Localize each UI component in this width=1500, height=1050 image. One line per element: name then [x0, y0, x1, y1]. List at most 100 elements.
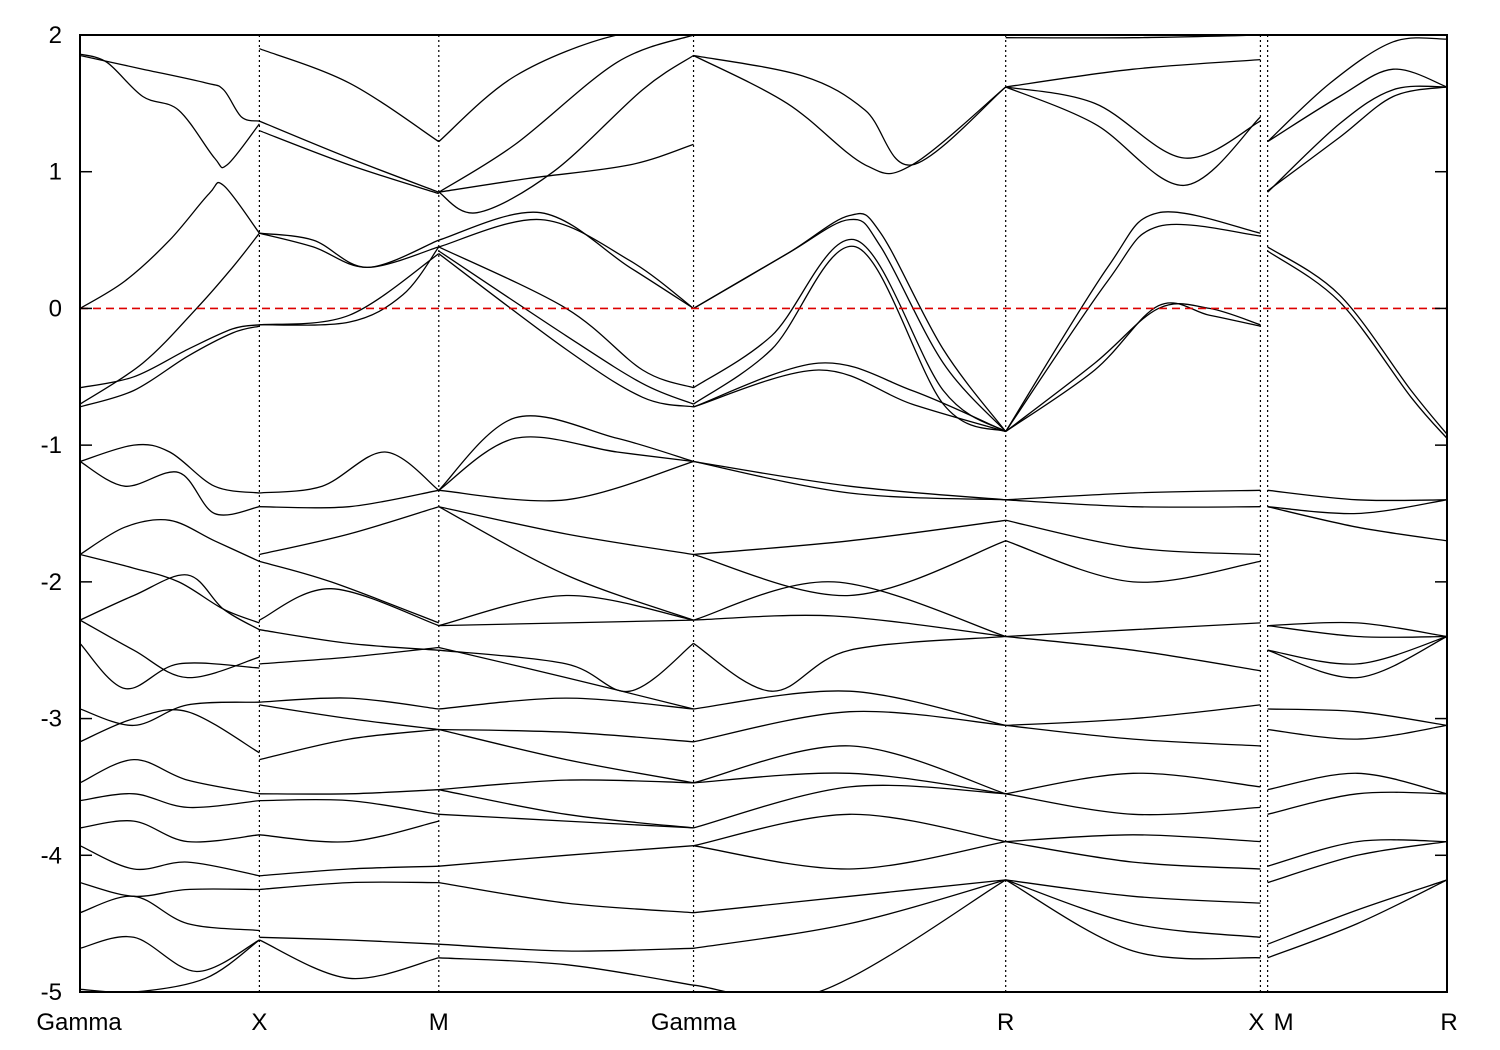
band-line-s1-b21 [259, 881, 439, 891]
y-tick-label: 2 [49, 22, 62, 49]
band-line-s4-b1 [1005, 86, 1261, 187]
band-line-s0-b6 [80, 443, 260, 494]
band-line-s1-b23 [259, 939, 439, 980]
band-line-s1-b12 [259, 629, 439, 651]
band-line-s1-b11 [259, 588, 440, 627]
band-line-s2-b13 [438, 506, 694, 621]
band-line-s1-b8 [259, 489, 439, 509]
band-line-s0-b7 [80, 460, 260, 516]
band-line-s4-b18 [1005, 834, 1261, 843]
band-line-s5-b7 [1267, 499, 1447, 515]
band-line-s2-b5 [438, 211, 694, 309]
band-line-s1-b1 [259, 120, 440, 193]
band-line-s3-b22 [693, 879, 1006, 914]
band-line-s2-b10 [438, 436, 694, 491]
band-line-s5-b14 [1267, 724, 1447, 740]
band-line-s1-b5 [259, 246, 440, 326]
y-tick-label: -4 [41, 842, 62, 869]
band-line-s1-b2 [259, 130, 439, 195]
band-line-s2-b26 [438, 943, 694, 952]
band-line-s0-b3 [80, 232, 260, 405]
band-line-s2-b6 [438, 246, 694, 389]
band-line-s5-b4 [1267, 246, 1447, 435]
band-line-s5-b18 [1267, 840, 1447, 884]
band-line-s0-b19 [80, 881, 260, 898]
band-line-s5-b5 [1267, 250, 1447, 439]
band-line-s1-b22 [259, 936, 439, 945]
band-line-s3-b17 [693, 745, 1006, 795]
band-line-s4-b7 [1005, 302, 1261, 433]
band-line-s0-b13 [80, 701, 260, 727]
y-tick-label: 0 [49, 295, 62, 322]
y-tick-label: -1 [41, 432, 62, 459]
band-line-s4-b17 [1005, 793, 1261, 816]
band-line-s0-b5 [80, 325, 260, 408]
band-line-s2-b22 [438, 789, 694, 829]
band-line-s2-b21 [438, 779, 694, 791]
band-line-s2-b2 [438, 143, 694, 193]
band-line-s1-b13 [259, 646, 439, 665]
band-line-s4-b12 [1005, 622, 1261, 638]
band-line-s5-b13 [1267, 708, 1447, 727]
band-line-s1-b0 [259, 48, 440, 143]
band-line-s1-b20 [259, 865, 439, 877]
band-line-s5-b16 [1267, 791, 1447, 815]
x-tick-label: R [997, 1009, 1014, 1036]
band-line-s4-b10 [1005, 519, 1261, 556]
band-line-s3-b1 [693, 54, 1007, 166]
band-line-s4-b20 [1005, 879, 1261, 904]
band-line-s1-b15 [259, 704, 439, 731]
band-line-s5-b3 [1267, 86, 1447, 192]
y-tick-label: -2 [41, 569, 62, 596]
band-line-s2-b9 [438, 415, 694, 491]
band-line-s5-b8 [1267, 506, 1447, 542]
band-line-s0-b8 [80, 518, 260, 562]
band-line-s5-b2 [1267, 85, 1447, 193]
band-line-s2-b12 [438, 506, 694, 556]
band-line-s3-b10 [693, 519, 1006, 556]
band-line-s4-b11 [1005, 540, 1261, 583]
band-line-s2-b3 [438, 54, 694, 214]
band-line-s3-b21 [693, 840, 1006, 870]
band-line-s3-b3 [693, 218, 1007, 432]
band-line-s4-b19 [1005, 840, 1261, 870]
x-tick-label: M [429, 1009, 449, 1036]
band-line-s1-b6 [259, 253, 440, 326]
band-line-s0-b17 [80, 820, 260, 843]
band-line-s2-b15 [438, 619, 694, 627]
band-line-s2-b27 [438, 957, 694, 986]
x-tick-label: Gamma [651, 1009, 737, 1036]
band-line-s1-b18 [259, 798, 439, 815]
band-line-s0-b16 [80, 793, 260, 809]
band-line-s5-b12 [1267, 635, 1447, 679]
band-line-s4-b8 [1005, 489, 1261, 501]
band-line-s3-b9 [693, 460, 1006, 501]
band-line-s3-b16 [693, 710, 1006, 743]
x-tick-label: M [1274, 1009, 1294, 1036]
band-line-s0-b14 [80, 709, 260, 754]
band-line-s5-b20 [1267, 879, 1447, 959]
band-lines [80, 35, 1447, 992]
band-line-s2-b24 [438, 845, 694, 867]
band-line-s1-b3 [259, 232, 440, 269]
band-line-s4-b2 [1005, 58, 1261, 88]
band-line-s2-b7 [438, 250, 694, 405]
band-line-s4-b15 [1005, 724, 1261, 747]
band-line-s3-b15 [693, 690, 1006, 727]
band-line-s2-b8 [438, 253, 694, 408]
band-line-s2-b4 [438, 218, 694, 309]
x-tick-label: X [251, 1009, 267, 1036]
band-line-s2-b20 [438, 728, 694, 784]
band-line-s4-b16 [1005, 772, 1261, 795]
y-tick-label: -5 [41, 979, 62, 1006]
band-line-s2-b23 [438, 813, 694, 829]
band-line-s4-b22 [1005, 879, 1261, 960]
band-line-s4-b0 [1005, 86, 1261, 159]
band-line-s1-b7 [259, 451, 440, 494]
band-line-s5-b1 [1267, 68, 1447, 143]
y-tick-label: 1 [49, 159, 62, 186]
band-line-s0-b11 [80, 619, 260, 679]
band-line-s0-b15 [80, 758, 260, 795]
band-line-s2-b17 [438, 646, 694, 710]
